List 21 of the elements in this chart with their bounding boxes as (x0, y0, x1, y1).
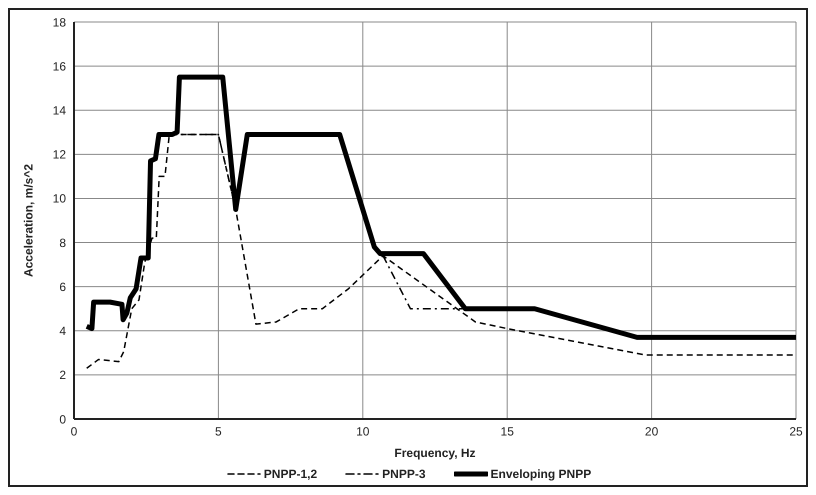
x-tick-label: 5 (215, 424, 222, 439)
y-tick-label: 10 (52, 192, 66, 206)
x-tick-label: 25 (789, 424, 803, 439)
legend-label: PNPP-1,2 (264, 467, 318, 481)
y-tick-label: 16 (52, 59, 66, 74)
x-axis-title: Frequency, Hz (394, 446, 476, 460)
x-tick-label: 15 (500, 424, 514, 439)
y-tick-label: 8 (59, 236, 66, 250)
y-tick-label: 2 (59, 368, 66, 382)
x-tick-label: 0 (70, 424, 78, 439)
y-axis-title: Acceleration, m/s^2 (21, 164, 36, 278)
y-tick-label: 4 (59, 324, 66, 338)
x-tick-label: 20 (644, 424, 659, 439)
y-tick-label: 12 (52, 148, 66, 162)
x-tick-label: 10 (356, 424, 370, 439)
y-tick-label: 14 (52, 103, 66, 118)
y-tick-label: 6 (59, 280, 66, 294)
legend-label: Enveloping PNPP (490, 467, 592, 481)
y-tick-label: 18 (52, 15, 66, 30)
y-tick-label: 0 (59, 412, 66, 426)
legend-label: PNPP-3 (382, 467, 426, 481)
